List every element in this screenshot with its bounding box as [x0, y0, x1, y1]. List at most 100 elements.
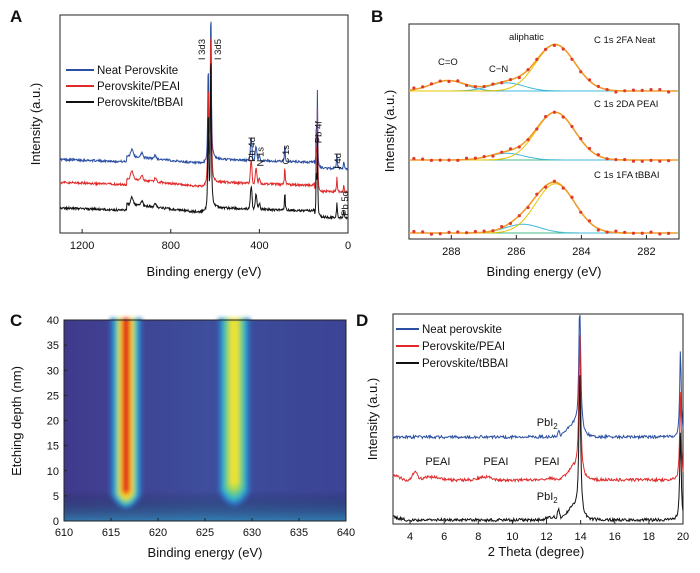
panel-c-heatmap [64, 318, 346, 521]
panel-b-data-point [666, 159, 671, 163]
panel-label-b: B [371, 7, 383, 26]
panel-b-data-point [623, 157, 627, 162]
panel-b-data-point [491, 154, 495, 158]
panel-b-data-point [579, 210, 583, 214]
panel-b-component-label: aliphatic [509, 32, 544, 43]
panel-b-data-point [429, 232, 434, 236]
panel-b-data-point [535, 57, 539, 61]
panel-c-y-tick-label: 20 [47, 416, 59, 428]
panel-b-data-point [631, 231, 636, 235]
panel-b-envelope [409, 181, 678, 234]
panel-b: B 288 286 284 282 C 1s 2FA Neat C 1s 2DA PEA… [371, 7, 680, 279]
panel-d-tick-label: 18 [643, 531, 655, 543]
panel-c-peak-band [123, 318, 130, 493]
panel-c-y-tick-label: 0 [53, 516, 59, 528]
panel-label-d: D [356, 311, 368, 330]
panel-b-data-point [579, 70, 583, 74]
panel-d-series [392, 314, 684, 524]
panel-b-data-point [491, 229, 495, 233]
panel-d-tick-label: 8 [475, 531, 481, 543]
panel-c-y-tick-label: 5 [53, 491, 59, 503]
panel-b-data-point [500, 150, 504, 154]
panel-b-spectrum-label: C 1s 2DA PEAI [594, 99, 658, 110]
panel-b-component-label: C−N [489, 64, 508, 75]
panel-b-data-point [640, 231, 644, 235]
panel-c-x-tick-label: 610 [55, 527, 73, 539]
panel-b-data-point [614, 157, 618, 162]
panel-b-data-point [517, 76, 521, 80]
panel-d: D 4 6 8 10 12 14 16 18 20 PbI2 PEAI PEAI PEAI PbI2 N… [356, 311, 689, 559]
panel-c-x-label: Binding energy (eV) [148, 545, 263, 560]
panel-b-data-point [640, 159, 644, 163]
panel-b-data-point [429, 158, 434, 162]
panel-b-component-label: C=O [438, 57, 458, 68]
panel-b-data-point [649, 88, 653, 92]
panel-d-frame [392, 313, 684, 525]
panel-b-data-point [570, 124, 574, 129]
panel-a-tick-label: 400 [250, 240, 268, 252]
panel-b-data-point [596, 153, 600, 157]
panel-a-peak-label: Pb 5d [340, 191, 351, 216]
panel-d-legend-label: Perovskite/PEAI [422, 341, 505, 353]
panel-b-data-point [464, 231, 469, 235]
panel-a-peak-label: Pb 4f [313, 121, 324, 144]
panel-a-peak-label: I 4d [333, 153, 344, 169]
panel-a-y-label: Intensity (a.u.) [28, 83, 43, 165]
panel-b-data-point [587, 146, 592, 151]
panel-c-y-tick-label: 35 [47, 340, 59, 352]
panel-b-data-point [596, 228, 600, 232]
panel-b-data-point [500, 224, 504, 229]
panel-b-data-point [508, 78, 513, 82]
panel-b-data-point [658, 159, 662, 163]
panel-b-data-point [535, 127, 539, 131]
panel-b-spectrum-label: C 1s 2FA Neat [594, 35, 656, 46]
panel-b-component [409, 183, 678, 234]
panel-b-data-point [500, 81, 504, 85]
panel-b-data-point [473, 229, 477, 234]
panel-a: A 1200 800 400 0 I 3d3 I 3d5 Pb 4dN 1s C 1s Pb … [10, 7, 351, 279]
panel-a-x-label: Binding energy (eV) [147, 264, 262, 279]
panel-b-y-label: Intensity (a.u.) [382, 90, 397, 172]
panel-b-data-point [526, 205, 530, 210]
panel-label-c: C [10, 311, 22, 330]
panel-d-tick-label: 12 [540, 531, 552, 543]
panel-b-data-point [421, 230, 425, 234]
panel-a-tick-label: 800 [162, 240, 180, 252]
panel-b-data-point [464, 83, 469, 87]
panel-b-data-point [535, 192, 539, 196]
panel-d-series-line [392, 335, 684, 483]
panel-d-peak-label: PbI2 [537, 491, 559, 505]
panel-d-x-ticks: 4 6 8 10 12 14 16 18 20 [407, 520, 689, 543]
panel-b-data-point [526, 138, 530, 142]
panel-b-data-point [447, 158, 451, 162]
panel-b-data-point [605, 230, 609, 234]
panel-c-y-tick-label: 15 [47, 441, 59, 453]
panel-b-data-point [623, 89, 627, 93]
panel-b-tick-label: 286 [507, 246, 525, 258]
panel-b-data-point [473, 156, 477, 160]
panel-c-y-tick-label: 30 [47, 365, 59, 377]
panel-b-data-point [631, 88, 636, 92]
panel-a-peak-label: C 1s [281, 145, 292, 165]
panel-b-data-point [482, 85, 486, 89]
panel-c-peak-band [230, 318, 239, 486]
panel-b-data-point [517, 145, 521, 149]
panel-c-y-tick-label: 25 [47, 390, 59, 402]
panel-b-data-point [482, 229, 486, 233]
panel-b-data-point [508, 221, 513, 226]
panel-a-peak-label: N 1s [255, 147, 266, 167]
panel-a-legend-label: Perovskite/PEAI [97, 81, 180, 93]
panel-b-data-point [587, 78, 592, 82]
panel-b-data-point [464, 156, 469, 160]
panel-b-data-point [438, 158, 442, 162]
panel-b-data-point [421, 157, 425, 161]
panel-c-x-tick-label: 620 [149, 527, 167, 539]
panel-b-data-point [429, 82, 434, 86]
panel-a-legend-label: Perovskite/tBBAI [97, 97, 183, 109]
panel-c-x-tick-label: 625 [196, 527, 214, 539]
panel-c-ticks: 610 615 620 625 630 635 640 0 5 10 15 20 25 30 35 40 [47, 315, 355, 539]
panel-d-tick-label: 4 [407, 531, 413, 543]
panel-a-frame [59, 14, 349, 234]
panel-b-data-point [587, 219, 592, 223]
panel-d-tick-label: 10 [506, 531, 518, 543]
